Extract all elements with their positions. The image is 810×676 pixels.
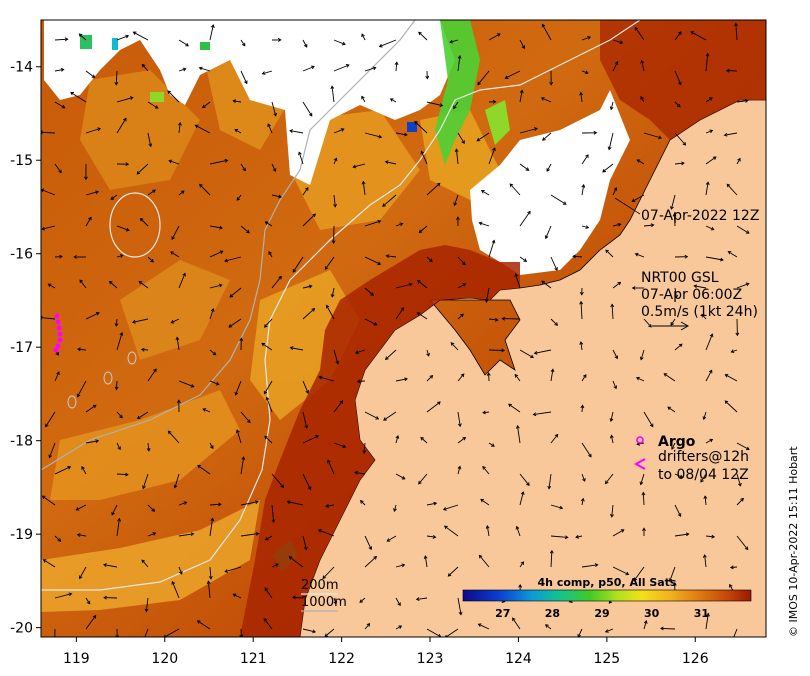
colorbar-title: 4h comp, p50, All Sats <box>538 576 677 589</box>
current-arrowhead-icon <box>732 638 735 641</box>
current-arrow-icon <box>489 350 504 351</box>
current-date-label: 07-Apr 06:00Z <box>641 287 742 303</box>
drifters-legend-line2: to 08/04 12Z <box>658 467 749 483</box>
colorbar-tick-label: 31 <box>694 607 709 620</box>
colorbar-tick-label: 27 <box>495 607 510 620</box>
drifters-legend-line1: drifters@12h <box>658 449 749 465</box>
lat-tick-label: -20 <box>10 621 33 637</box>
lat-tick-label: -17 <box>10 340 33 356</box>
lat-tick-label: -16 <box>10 247 33 263</box>
lon-tick-label: 125 <box>593 651 620 667</box>
colorbar-tick-label: 29 <box>594 607 609 620</box>
current-arrowhead-icon <box>53 641 56 644</box>
lon-tick-label: 120 <box>151 651 178 667</box>
lon-tick-label: 122 <box>328 651 355 667</box>
map-plot-area <box>40 20 766 643</box>
argo-legend-label: Argo <box>658 434 696 450</box>
lat-tick-label: -15 <box>10 153 33 169</box>
isobath-200-label: 200m <box>301 578 338 593</box>
imos-credit: © IMOS 10-Apr-2022 15:11 Hobart <box>787 446 800 637</box>
colorbar-gradient <box>463 590 751 601</box>
lat-tick-label: -14 <box>10 60 33 76</box>
current-arrowhead-icon <box>142 640 145 643</box>
current-product-label: NRT00 GSL <box>641 270 719 286</box>
lon-tick-label: 124 <box>505 651 532 667</box>
sst-date-label: 07-Apr-2022 12Z <box>641 208 759 224</box>
latitude-axis: -14 -15 -16 -17 -18 -19 -20 <box>10 60 41 637</box>
lon-tick-label: 126 <box>682 651 709 667</box>
current-arrow-icon <box>727 71 737 72</box>
longitude-axis: 119 120 121 122 123 124 125 126 <box>63 637 709 667</box>
lat-tick-label: -18 <box>10 434 33 450</box>
isobath-1000-label: 1000m <box>301 595 347 610</box>
lon-tick-label: 119 <box>63 651 90 667</box>
colorbar-tick-label: 30 <box>644 607 660 620</box>
current-scale-label: 0.5m/s (1kt 24h) <box>641 304 758 320</box>
lat-tick-label: -19 <box>10 527 33 543</box>
lon-tick-label: 121 <box>240 651 267 667</box>
current-arrow-icon <box>661 628 675 629</box>
lon-tick-label: 123 <box>417 651 444 667</box>
colorbar-tick-label: 28 <box>545 607 560 620</box>
